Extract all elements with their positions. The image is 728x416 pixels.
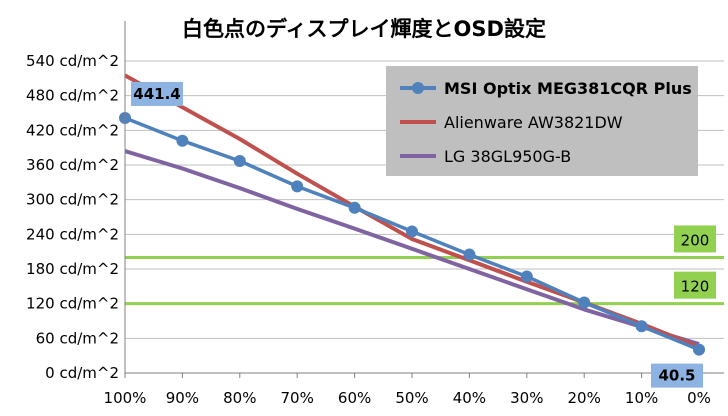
- x-axis: 100% 90% 80% 70% 60% 50% 40% 30% 20% 10% 0%: [104, 372, 724, 407]
- y-tick-label: 0 cd/m^2: [45, 364, 119, 382]
- y-tick-label: 60 cd/m^2: [36, 329, 119, 347]
- series-point: [520, 270, 533, 283]
- x-tick-label: 80%: [223, 389, 256, 407]
- series-point: [406, 225, 418, 238]
- series-point: [463, 248, 476, 261]
- x-tick-label: 20%: [568, 389, 601, 407]
- x-tick-label: 10%: [625, 389, 658, 407]
- data-label: 441.4: [133, 85, 180, 103]
- series-point: [176, 134, 189, 147]
- legend-marker: [412, 82, 424, 94]
- chart-title: 白色点のディスプレイ輝度とOSD設定: [182, 17, 546, 41]
- series-point: [348, 201, 361, 214]
- annotations: 441.4 40.5: [131, 81, 703, 388]
- series-point: [291, 180, 304, 193]
- series-line: [124, 149, 700, 347]
- series-point: [635, 320, 648, 333]
- legend-label: LG 38GL950G-B: [444, 147, 571, 166]
- reference-lines: 200 120: [125, 225, 724, 306]
- reference-label-box: [674, 225, 716, 253]
- y-tick-label: 300 cd/m^2: [26, 191, 119, 209]
- data-label: 40.5: [658, 367, 695, 385]
- x-tick-label: 70%: [281, 389, 314, 407]
- reference-label: 120: [681, 278, 710, 296]
- y-tick-label: 420 cd/m^2: [26, 121, 119, 139]
- series-point: [578, 296, 591, 309]
- y-tick-label: 360 cd/m^2: [26, 156, 119, 174]
- reference-label-box: [674, 271, 716, 299]
- x-tick-label: 0%: [687, 389, 711, 407]
- y-tick-label: 240 cd/m^2: [26, 225, 119, 243]
- x-tick-label: 50%: [395, 389, 428, 407]
- y-tick-label: 180 cd/m^2: [26, 260, 119, 278]
- legend-label: MSI Optix MEG381CQR Plus: [444, 79, 692, 98]
- y-tick-label: 480 cd/m^2: [26, 87, 119, 105]
- x-tick-label: 60%: [338, 389, 371, 407]
- x-tick-label: 40%: [453, 389, 486, 407]
- y-tick-label: 120 cd/m^2: [26, 295, 119, 313]
- legend: MSI Optix MEG381CQR Plus Alienware AW3821…: [386, 66, 698, 176]
- legend-box: [386, 66, 698, 176]
- series-layer: [119, 73, 705, 356]
- y-axis: 0 cd/m^2 60 cd/m^2 120 cd/m^2 180 cd/m^2 240…: [26, 21, 126, 382]
- legend-label: Alienware AW3821DW: [444, 113, 623, 132]
- reference-label: 200: [681, 231, 710, 249]
- x-tick-label: 90%: [166, 389, 199, 407]
- series-point: [693, 343, 705, 356]
- data-label-box: [651, 363, 703, 388]
- x-tick-label: 30%: [510, 389, 543, 407]
- series-point: [233, 154, 246, 167]
- y-tick-label: 540 cd/m^2: [26, 52, 119, 70]
- x-tick-label: 100%: [104, 389, 147, 407]
- data-label-box: [131, 81, 183, 106]
